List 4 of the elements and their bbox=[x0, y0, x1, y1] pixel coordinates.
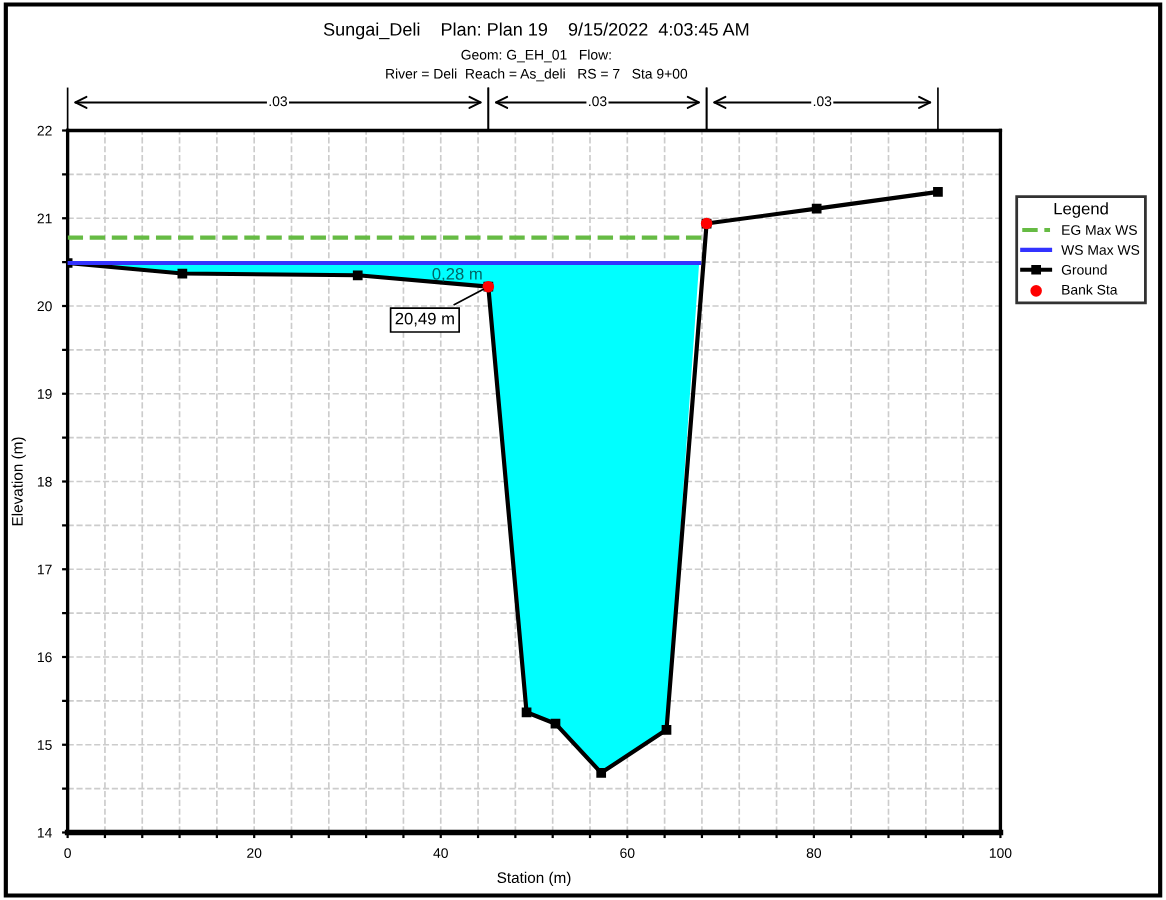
legend-title: Legend bbox=[1054, 202, 1108, 218]
annotation: 0,28 m bbox=[432, 267, 482, 282]
chart-title: Sungai_Deli Plan: Plan 19 9/15/2022 4:03:45 AM bbox=[323, 22, 749, 40]
annotation: 20,49 m bbox=[395, 312, 454, 327]
